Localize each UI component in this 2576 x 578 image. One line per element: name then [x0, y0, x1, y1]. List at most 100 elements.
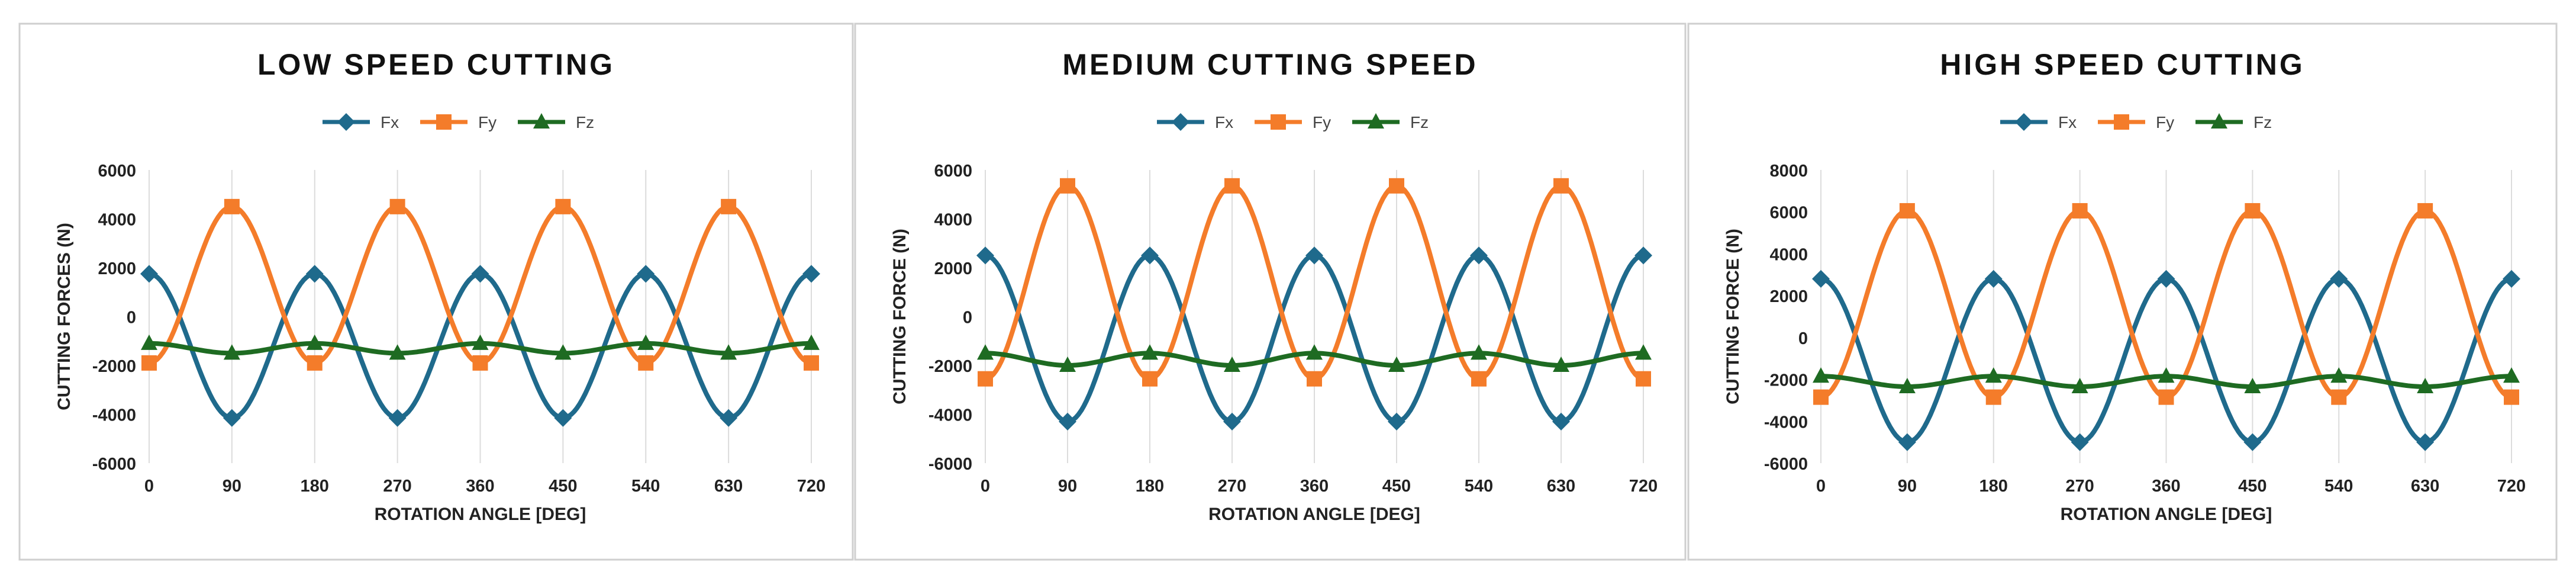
y-tick-label: 6000 [1769, 204, 1808, 223]
data-point-fx [2330, 269, 2348, 288]
y-tick-label: 0 [127, 309, 136, 327]
y-tick-label: 2000 [1769, 287, 1808, 306]
x-tick-label: 630 [2411, 477, 2439, 496]
data-point-fy [472, 355, 488, 371]
legend-marker [1368, 113, 1384, 129]
x-tick-label: 630 [1547, 477, 1575, 496]
legend-marker [2114, 114, 2129, 130]
y-tick-label: 6000 [98, 162, 136, 181]
chart-panel-low-speed-cutting: LOW SPEED CUTTING -6000 -4000 -2000 0 2000 400… [18, 23, 854, 561]
x-tick-label: 720 [797, 477, 826, 496]
data-point-fz [2071, 377, 2088, 393]
data-point-fz [977, 344, 994, 360]
data-point-fx [1634, 246, 1652, 265]
data-point-fy [1899, 203, 1915, 219]
data-point-fy [2245, 203, 2261, 219]
y-tick-label: -4000 [92, 406, 136, 425]
y-tick-label: 0 [963, 309, 972, 327]
data-point-fx [802, 265, 820, 283]
legend-marker [337, 113, 355, 131]
y-tick-label: -4000 [928, 406, 972, 425]
x-tick-label: 270 [1218, 477, 1246, 496]
y-tick-label: -2000 [92, 357, 136, 376]
data-point-fz [803, 334, 820, 350]
legend-label: Fy [478, 113, 496, 131]
legend-marker [1172, 113, 1189, 131]
series-fx [976, 246, 1652, 431]
data-point-fz [1813, 367, 1829, 383]
data-point-fz [2417, 377, 2434, 393]
data-point-fx [1223, 412, 1241, 431]
legend-item-fx: Fx [2000, 113, 2077, 131]
data-point-fy [141, 355, 157, 371]
panel-border [1687, 23, 2558, 561]
x-tick-label: 630 [714, 477, 743, 496]
data-point-fy [1471, 371, 1487, 387]
y-tick-label: 4000 [1769, 245, 1808, 264]
legend-label: Fz [576, 113, 594, 131]
chart-panel-high-speed-cutting: HIGH SPEED CUTTING -6000 -4000 -2000 0 2000 40… [1687, 23, 2558, 561]
data-point-fz [1635, 344, 1652, 360]
legend-item-fx: Fx [323, 113, 399, 131]
x-tick-label: 360 [466, 477, 494, 496]
x-axis-label: ROTATION ANGLE [DEG] [375, 505, 586, 524]
x-axis-label: ROTATION ANGLE [DEG] [2061, 505, 2272, 524]
y-axis-label: CUTTING FORCE (N) [1723, 229, 1743, 404]
data-point-fx [2157, 269, 2175, 288]
data-point-fy [1307, 371, 1322, 387]
x-tick-label: 270 [2065, 477, 2094, 496]
data-point-fz [1224, 357, 1240, 372]
data-point-fz [1471, 344, 1487, 360]
data-point-fy [307, 355, 323, 371]
data-point-fy [1224, 178, 1240, 194]
series-fz [1813, 367, 2520, 393]
y-axis-label: CUTTING FORCE (N) [890, 229, 910, 404]
data-point-fz [720, 344, 737, 360]
y-tick-label: -6000 [1764, 455, 1808, 474]
x-tick-label: 0 [981, 477, 990, 496]
data-point-fy [1553, 178, 1569, 194]
legend-item-fz: Fz [1352, 113, 1429, 131]
legend-label: Fx [2058, 113, 2077, 131]
series-fz [141, 334, 820, 360]
data-point-fy [2331, 389, 2347, 405]
data-point-fy [2158, 389, 2174, 405]
data-point-fz [554, 344, 572, 360]
chart-panel-medium-cutting-speed: MEDIUM CUTTING SPEED -6000 -4000 -2000 0 2000… [854, 23, 1687, 561]
data-point-fz [223, 344, 240, 360]
x-tick-label: 90 [223, 477, 241, 496]
data-point-fz [1388, 357, 1405, 372]
legend-item-fy: Fy [2098, 113, 2174, 131]
data-point-fy [2072, 203, 2088, 219]
data-point-fz [472, 334, 489, 350]
data-point-fy [1636, 371, 1651, 387]
data-point-fy [638, 355, 654, 371]
legend-label: Fz [1410, 113, 1429, 131]
legend-marker [2015, 113, 2033, 131]
x-tick-label: 720 [2497, 477, 2526, 496]
data-point-fz [637, 334, 655, 350]
x-tick-label: 540 [631, 477, 660, 496]
data-point-fz [1985, 367, 2002, 383]
data-point-fz [1306, 344, 1323, 360]
y-tick-label: -2000 [928, 357, 972, 376]
series-fy [1813, 203, 2519, 405]
data-point-fx [976, 246, 994, 265]
x-tick-label: 180 [1979, 477, 2008, 496]
data-point-fy [1142, 371, 1158, 387]
data-point-fy [1060, 178, 1075, 194]
data-point-fx [305, 265, 324, 283]
data-point-fx [1141, 246, 1159, 265]
x-tick-label: 450 [549, 477, 577, 496]
data-point-fx [140, 265, 158, 283]
series-fy [978, 178, 1651, 387]
x-tick-label: 270 [383, 477, 411, 496]
data-point-fz [2158, 367, 2175, 383]
legend-label: Fz [2253, 113, 2272, 131]
data-point-fz [1059, 357, 1076, 372]
data-point-fy [1985, 389, 2001, 405]
series-fy [141, 198, 819, 371]
data-point-fx [223, 409, 241, 427]
legend-item-fx: Fx [1157, 113, 1233, 131]
legend-label: Fy [2156, 113, 2174, 131]
